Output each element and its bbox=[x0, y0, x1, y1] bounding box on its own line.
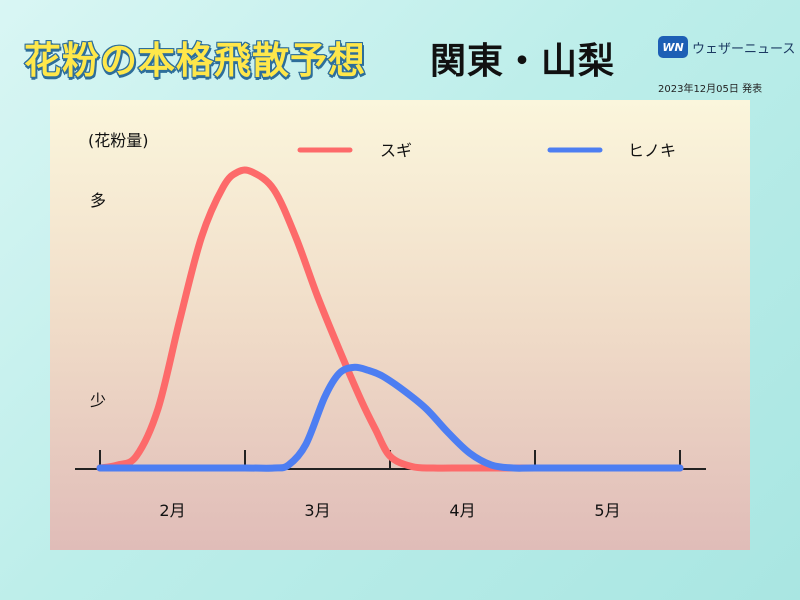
brand-name: ウェザーニュース bbox=[692, 41, 796, 57]
legend-label: ヒノキ bbox=[628, 141, 676, 160]
x-tick-label: 2月 bbox=[159, 501, 185, 520]
x-tick-label: 5月 bbox=[594, 501, 620, 520]
legend: スギ ヒノキ bbox=[297, 141, 676, 160]
x-tick-label: 3月 bbox=[304, 501, 330, 520]
chart-panel: (花粉量) 多 少 スギ ヒノキ 2月 3月 4月 5月 bbox=[50, 100, 750, 550]
x-tick-labels: 2月 3月 4月 5月 bbox=[159, 501, 620, 520]
forecast-date: 2023年12月05日 発表 bbox=[658, 84, 763, 95]
series-lines bbox=[96, 166, 684, 472]
y-tick-high: 多 bbox=[90, 191, 106, 210]
pollen-chart: (花粉量) 多 少 スギ ヒノキ 2月 3月 4月 5月 bbox=[75, 131, 706, 520]
page-title: 花粉の本格飛散予想 bbox=[23, 38, 366, 83]
brand-logo: WN ウェザーニュース bbox=[658, 36, 795, 58]
y-tick-low: 少 bbox=[90, 391, 106, 410]
series-line-sugi bbox=[96, 166, 684, 472]
brand-mark-icon: WN bbox=[658, 36, 688, 58]
x-tick-label: 4月 bbox=[449, 501, 475, 520]
y-axis-label: (花粉量) bbox=[88, 131, 149, 150]
series-line-hinoki bbox=[96, 363, 684, 472]
legend-label: スギ bbox=[380, 141, 412, 160]
region-title: 関東・山梨 bbox=[430, 41, 616, 82]
